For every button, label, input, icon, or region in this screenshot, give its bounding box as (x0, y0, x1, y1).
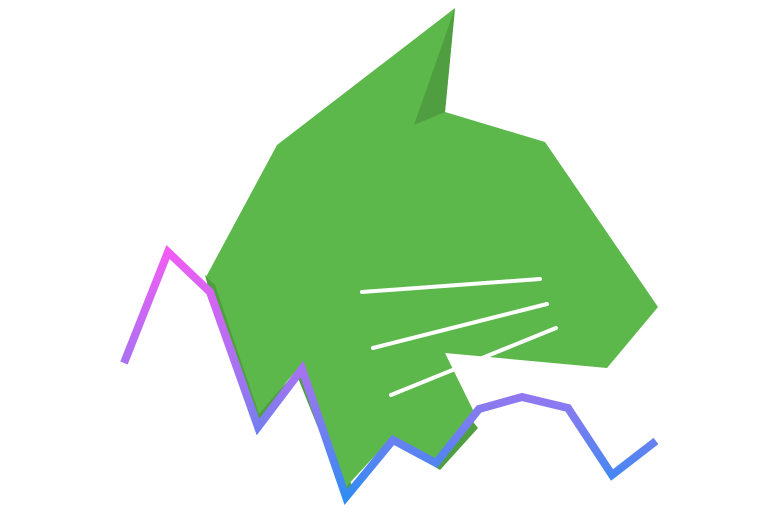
whisker-top (360, 277, 542, 294)
cat-head-shape (206, 8, 658, 487)
cat-ear-shadow (414, 8, 455, 125)
zigzag-line (120, 245, 659, 506)
whisker-middle (371, 302, 549, 350)
whisker-bottom (389, 326, 558, 397)
